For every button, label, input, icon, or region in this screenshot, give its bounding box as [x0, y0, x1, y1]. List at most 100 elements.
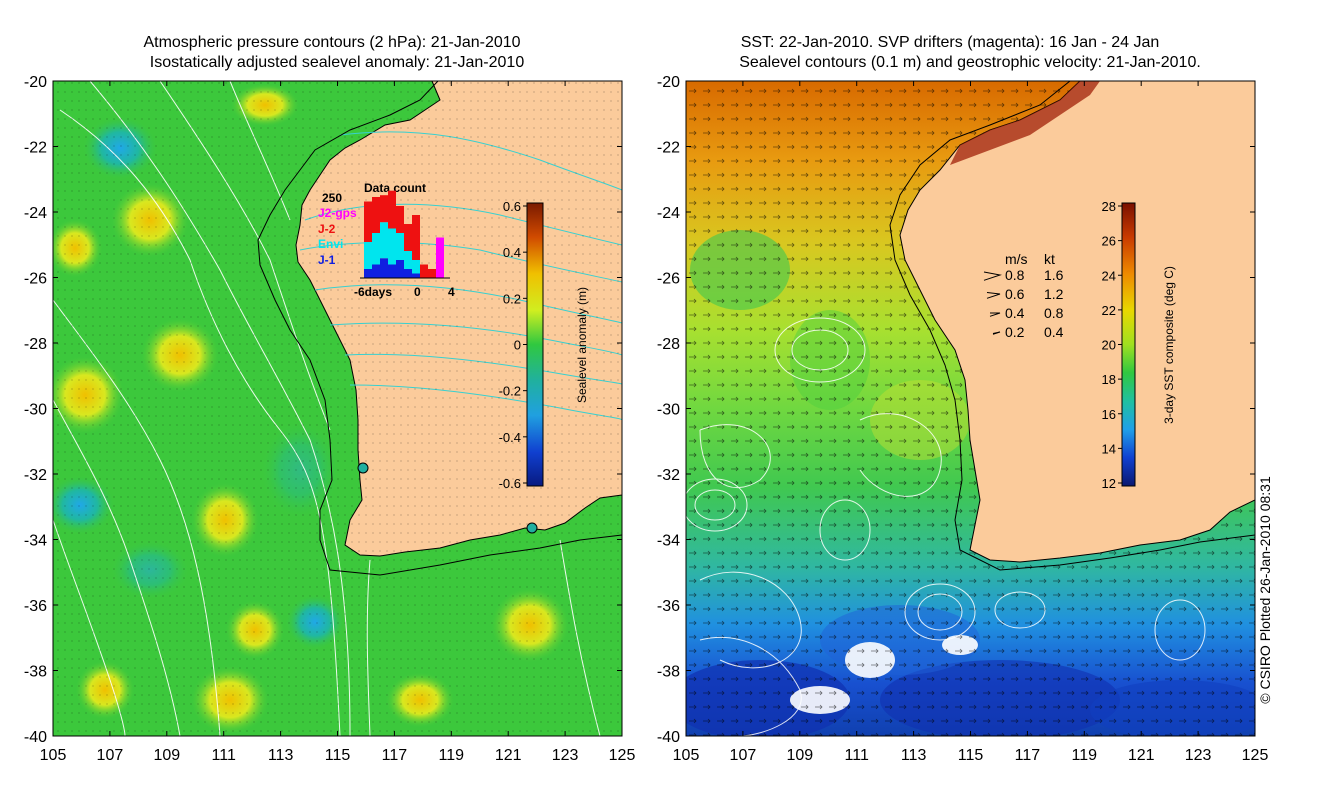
inset-bar — [372, 233, 380, 265]
colorbar-tick-label: 22 — [1102, 303, 1116, 318]
inset-legend-envi: Envi — [318, 237, 343, 251]
right-title-line1: SST: 22-Jan-2010. SVP drifters (magenta)… — [741, 34, 1160, 51]
colorbar-tick-label: -0.4 — [499, 430, 521, 445]
station-marker — [357, 462, 369, 474]
shelf-contour-right — [889, 81, 1255, 571]
velocity-legend-header-ms: m/s — [1005, 251, 1028, 267]
lat-tick-label: -38 — [657, 664, 680, 681]
colorbar-tick-label: 12 — [1102, 476, 1116, 491]
velocity-arrow-icon — [989, 312, 1001, 317]
sst-map — [686, 81, 1255, 736]
colorbar-tick-label: 16 — [1102, 407, 1116, 422]
velocity-legend-header-kt: kt — [1044, 251, 1055, 267]
lat-tick-label: -24 — [657, 205, 680, 222]
velocity-ms: 0.6 — [1005, 286, 1025, 302]
lon-tick-label: 123 — [1185, 747, 1212, 764]
inset-bar — [396, 233, 404, 260]
lat-tick-label: -40 — [657, 729, 680, 746]
lat-tick-label: -34 — [657, 533, 680, 550]
inset-legend-j2gps: J2-gps — [318, 206, 357, 220]
velocity-legend-rows: 0.8 1.6 0.6 1.2 0.4 0.8 0.2 0.4 — [983, 267, 1064, 340]
lat-tick-label: -30 — [24, 402, 47, 419]
left-title-line1: Atmospheric pressure contours (2 hPa): 2… — [143, 34, 520, 51]
lat-tick-label: -36 — [657, 598, 680, 615]
left-title-line2: Isostatically adjusted sealevel anomaly:… — [150, 54, 525, 71]
inset-bar — [412, 260, 420, 274]
sealevel-contours — [686, 317, 1206, 736]
lat-tick-label: -28 — [24, 336, 47, 353]
inset-bar — [364, 269, 372, 278]
inset-y-tick: 250 — [322, 191, 342, 205]
inset-bar — [396, 206, 404, 233]
lon-tick-label: 107 — [730, 747, 757, 764]
inset-bar — [364, 201, 372, 242]
velocity-arrow-icon — [992, 331, 1001, 335]
lat-tick-label: -32 — [657, 467, 680, 484]
lat-tick-label: -22 — [657, 140, 680, 157]
velocity-legend: m/s kt 0.8 1.6 0.6 1.2 0.4 0.8 0.2 0.4 — [983, 251, 1064, 340]
lon-tick-label: 125 — [1242, 747, 1269, 764]
credit-text: © CSIRO Plotted 26-Jan-2010 08:31 — [1257, 476, 1273, 704]
lat-tick-label: -28 — [657, 336, 680, 353]
velocity-arrow-icon — [986, 292, 1001, 299]
inset-legend-j2: J-2 — [318, 222, 336, 236]
lat-tick-label: -36 — [24, 598, 47, 615]
station-marker — [526, 522, 538, 534]
lat-tick-label: -24 — [24, 205, 47, 222]
station-marker — [618, 496, 622, 504]
lon-tick-label: 121 — [1128, 747, 1155, 764]
lat-tick-label: -32 — [24, 467, 47, 484]
right-panel: SST: 22-Jan-2010. SVP drifters (magenta)… — [685, 34, 1256, 737]
australia-land-right — [899, 81, 1255, 563]
lon-tick-label: 117 — [382, 747, 408, 764]
inset-bar — [388, 190, 396, 229]
inset-bar — [404, 224, 412, 251]
lon-tick-label: 119 — [439, 747, 465, 764]
northwest-warm-coast — [950, 81, 1100, 165]
inset-bar — [372, 197, 380, 233]
lon-tick-label: 125 — [609, 747, 636, 764]
inset-bar — [396, 260, 404, 278]
lon-tick-label: 119 — [1072, 747, 1098, 764]
inset-title: Data count — [364, 181, 426, 195]
inset-bar — [380, 258, 388, 278]
colorbar-tick-label: -0.6 — [499, 476, 521, 491]
colorbar-tick-label: -0.2 — [499, 384, 521, 399]
lat-tick-label: -30 — [657, 402, 680, 419]
lon-tick-label: 121 — [495, 747, 522, 764]
lat-tick-label: -38 — [24, 664, 47, 681]
colorbar-tick-label: 0.6 — [503, 199, 521, 214]
inset-bar — [380, 222, 388, 259]
sst-colorbar: 28 26 24 22 20 18 16 14 12 3-day SST composite (… — [1102, 199, 1176, 491]
inset-x-tick: -6days — [354, 285, 392, 299]
inset-bar — [420, 264, 428, 278]
inset-bar — [380, 195, 388, 223]
velocity-ms: 0.4 — [1005, 305, 1025, 321]
inset-bar — [428, 269, 436, 278]
sla-colorbar-label: Sealevel anomaly (m) — [575, 287, 589, 403]
lon-tick-label: 111 — [212, 747, 236, 764]
lon-tick-label: 109 — [786, 747, 813, 764]
lon-tick-label: 107 — [97, 747, 124, 764]
inset-bar — [404, 269, 412, 278]
sla-colorbar-ticks: 0.6 0.4 0.2 0 -0.2 -0.4 -0.6 — [499, 199, 527, 491]
left-panel: Atmospheric pressure contours (2 hPa): 2… — [52, 34, 623, 737]
sst-colorbar-ticks: 28 26 24 22 20 18 16 14 12 — [1102, 199, 1122, 491]
colorbar-tick-label: 24 — [1102, 268, 1116, 283]
colorbar-tick-label: 14 — [1102, 441, 1116, 456]
inset-x-tick: 4 — [448, 285, 455, 299]
lat-tick-label: -26 — [657, 271, 680, 288]
lon-tick-label: 109 — [153, 747, 180, 764]
inset-bars — [364, 190, 444, 278]
inset-bar — [388, 264, 396, 278]
sla-colorbar: 0.6 0.4 0.2 0 -0.2 -0.4 -0.6 Sealevel anomaly … — [499, 199, 589, 491]
inset-legend-j1: J-1 — [318, 253, 336, 267]
velocity-arrow-icon — [983, 271, 1002, 281]
velocity-kt: 1.2 — [1044, 286, 1064, 302]
colorbar-tick-label: 26 — [1102, 234, 1116, 249]
lon-tick-label: 105 — [673, 747, 700, 764]
inset-x-tick: 0 — [414, 285, 421, 299]
